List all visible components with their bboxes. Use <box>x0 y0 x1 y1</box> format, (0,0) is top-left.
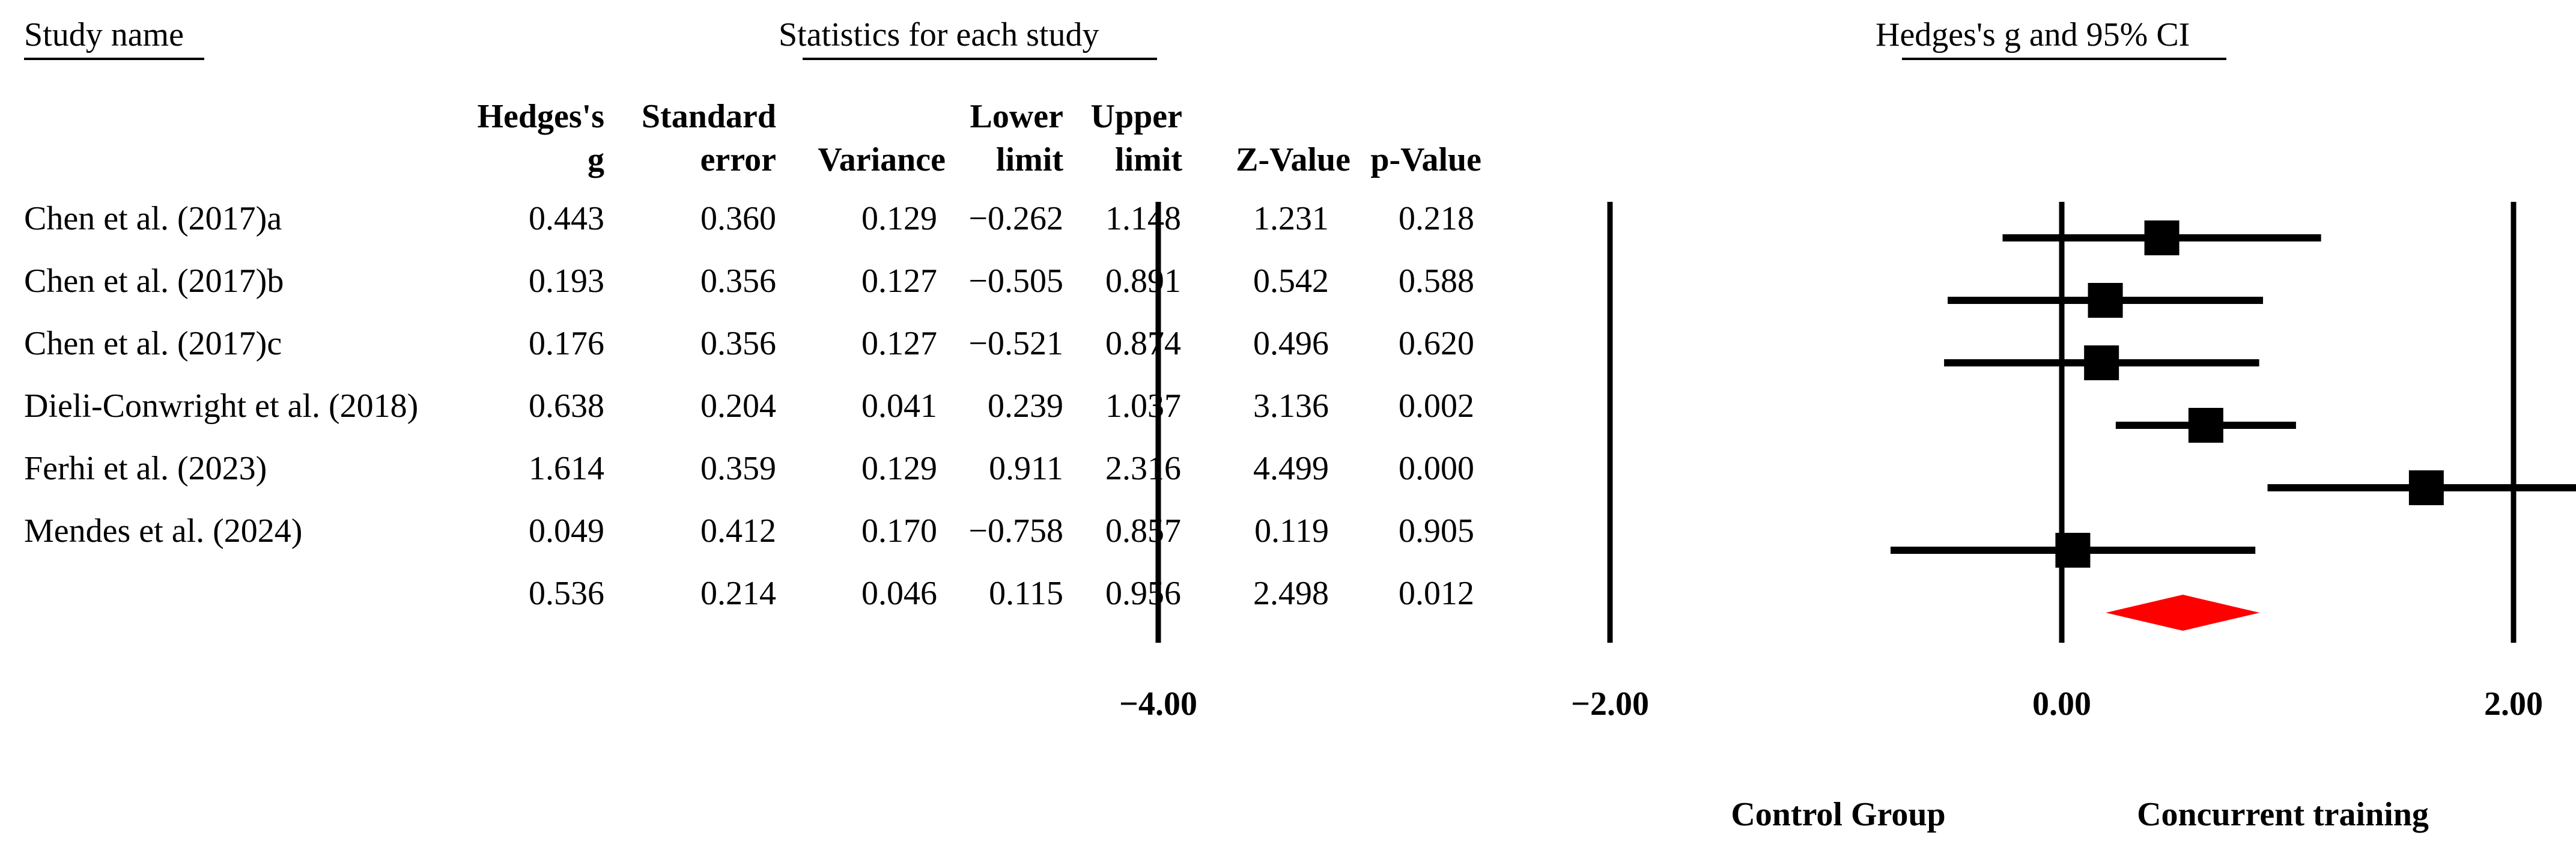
cell-z: 1.231 <box>1253 200 1329 237</box>
cell-var: 0.127 <box>861 263 937 300</box>
cell-lower: 0.115 <box>989 575 1063 612</box>
study-name-underline <box>24 58 204 60</box>
cell-var: 0.129 <box>861 450 937 487</box>
cell-upper: 0.874 <box>1105 325 1181 362</box>
cell-z: 0.119 <box>1254 512 1329 550</box>
stats-underline <box>803 58 1157 60</box>
cell-g: 0.638 <box>529 387 604 425</box>
cell-g: 0.176 <box>529 325 604 362</box>
cell-se: 0.204 <box>700 387 776 425</box>
column-header-line2: limit <box>996 141 1063 178</box>
cell-var: 0.129 <box>861 200 937 237</box>
cell-z: 2.498 <box>1253 575 1329 612</box>
cell-g: 0.049 <box>529 512 604 550</box>
column-header-z: Z-Value <box>1194 95 1350 181</box>
cell-z: 0.542 <box>1253 263 1329 300</box>
cell-g: 0.536 <box>529 575 604 612</box>
cell-z: 0.496 <box>1253 325 1329 362</box>
column-header-line2: limit <box>1115 141 1182 178</box>
axis-label-left: Control Group <box>1731 796 1946 833</box>
ci-header: Hedges's g and 95% CI <box>1876 16 2190 53</box>
cell-upper: 0.891 <box>1105 263 1181 300</box>
column-header-line2: g <box>588 141 604 178</box>
cell-lower: 0.911 <box>989 450 1063 487</box>
effect-marker <box>2188 408 2223 443</box>
cell-se: 0.412 <box>700 512 776 550</box>
cell-var: 0.127 <box>861 325 937 362</box>
cell-upper: 1.148 <box>1105 200 1181 237</box>
column-header-var: Variance <box>777 95 946 181</box>
study-name-header: Study name <box>24 16 184 53</box>
column-header-upper: Upper limit <box>1062 95 1182 181</box>
axis-label-right: Concurrent training <box>2137 796 2429 833</box>
cell-p: 0.905 <box>1399 512 1474 550</box>
column-header-line2: Variance <box>818 141 946 178</box>
cell-p: 0.000 <box>1399 450 1474 487</box>
cell-se: 0.356 <box>700 325 776 362</box>
cell-p: 0.218 <box>1399 200 1474 237</box>
cell-lower: −0.262 <box>968 200 1063 237</box>
study-name: Dieli-Conwright et al. (2018) <box>24 387 419 425</box>
cell-se: 0.359 <box>700 450 776 487</box>
column-header-line1: Upper <box>1090 98 1182 135</box>
cell-se: 0.214 <box>700 575 776 612</box>
x-tick-label: −4.00 <box>1119 685 1197 723</box>
cell-upper: 2.316 <box>1105 450 1181 487</box>
study-name: Chen et al. (2017)a <box>24 200 282 237</box>
study-name: Chen et al. (2017)b <box>24 263 284 300</box>
cell-g: 0.193 <box>529 263 604 300</box>
column-header-line2: Z-Value <box>1236 141 1350 178</box>
summary-diamond <box>2106 595 2260 631</box>
cell-lower: 0.239 <box>988 387 1063 425</box>
cell-var: 0.170 <box>861 512 937 550</box>
column-header-p: p-Value <box>1337 95 1481 181</box>
cell-se: 0.360 <box>700 200 776 237</box>
x-tick-label: −2.00 <box>1571 685 1649 723</box>
effect-marker <box>2088 283 2123 318</box>
cell-upper: 1.037 <box>1105 387 1181 425</box>
column-header-g: Hedges's g <box>460 95 604 181</box>
column-header-line1: Hedges's <box>477 98 604 135</box>
cell-p: 0.002 <box>1399 387 1474 425</box>
study-name: Chen et al. (2017)c <box>24 325 282 362</box>
x-tick-label: 0.00 <box>2032 685 2091 723</box>
ci-underline <box>1902 58 2226 60</box>
cell-lower: −0.505 <box>968 263 1063 300</box>
column-header-se: Standard error <box>608 95 776 181</box>
effect-marker <box>2055 533 2091 568</box>
effect-marker <box>2144 220 2180 255</box>
study-name: Ferhi et al. (2023) <box>24 450 267 487</box>
column-header-line1: Lower <box>970 98 1063 135</box>
column-header-line1: Standard <box>641 98 776 135</box>
column-header-line2: error <box>700 141 776 178</box>
cell-upper: 0.956 <box>1105 575 1181 612</box>
cell-se: 0.356 <box>700 263 776 300</box>
cell-lower: −0.521 <box>968 325 1063 362</box>
cell-upper: 0.857 <box>1105 512 1181 550</box>
column-header-line2: p-Value <box>1370 141 1481 178</box>
x-tick-label: 2.00 <box>2484 685 2543 723</box>
effect-marker <box>2084 345 2119 380</box>
cell-g: 0.443 <box>529 200 604 237</box>
study-name: Mendes et al. (2024) <box>24 512 303 550</box>
cell-var: 0.046 <box>861 575 937 612</box>
cell-z: 4.499 <box>1253 450 1329 487</box>
cell-lower: −0.758 <box>968 512 1063 550</box>
cell-p: 0.012 <box>1399 575 1474 612</box>
cell-p: 0.620 <box>1399 325 1474 362</box>
cell-var: 0.041 <box>861 387 937 425</box>
cell-g: 1.614 <box>529 450 604 487</box>
effect-marker <box>2408 470 2444 505</box>
cell-p: 0.588 <box>1399 263 1474 300</box>
column-header-lower: Lower limit <box>931 95 1063 181</box>
stats-header: Statistics for each study <box>779 16 1099 53</box>
cell-z: 3.136 <box>1253 387 1329 425</box>
